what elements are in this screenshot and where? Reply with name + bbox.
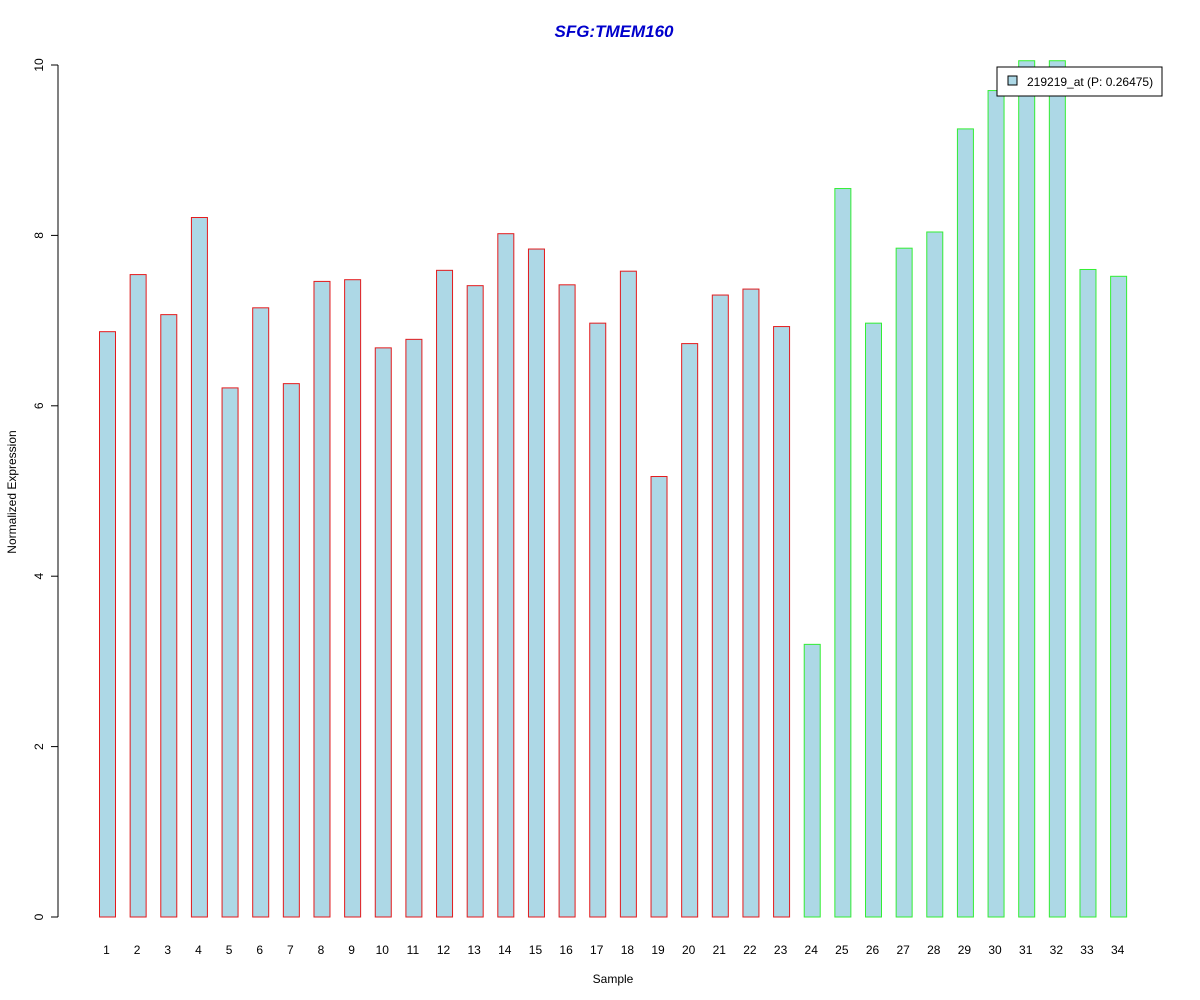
bar-sample-16 [558,284,576,918]
bar-sample-20 [681,343,699,918]
y-tick-label: 2 [32,743,46,750]
bar-sample-12 [436,269,454,918]
bar-sample-27 [895,247,913,918]
x-tick-label: 16 [559,943,573,957]
bar-sample-21 [711,294,729,918]
x-tick-label: 23 [774,943,788,957]
x-tick-label: 1 [103,943,110,957]
legend-label: 219219_at (P: 0.26475) [1027,75,1153,89]
bar-sample-32 [1048,60,1066,918]
x-tick-label: 12 [437,943,451,957]
bars-group [99,60,1128,918]
x-tick-label: 27 [896,943,910,957]
bar-sample-31 [1018,60,1036,918]
y-tick-label: 6 [32,402,46,409]
x-axis-label: Sample [593,972,634,986]
legend-box [996,66,1163,97]
x-tick-label: 2 [134,943,141,957]
bar-sample-7 [282,383,300,918]
x-tick-label: 30 [988,943,1002,957]
y-axis-label: Normalized Expression [5,430,19,553]
x-tick-label: 17 [590,943,604,957]
bar-sample-29 [956,128,974,918]
bar-sample-4 [190,217,208,918]
bar-sample-24 [803,643,821,918]
bar-sample-25 [834,188,852,918]
bar-sample-26 [865,322,882,918]
bar-sample-11 [405,338,423,918]
y-tick-label: 4 [32,573,46,580]
bar-sample-17 [589,322,607,918]
x-tick-label: 8 [318,943,325,957]
x-tick-label: 22 [743,943,757,957]
bar-sample-34 [1110,275,1128,918]
bar-sample-18 [619,270,637,918]
bar-sample-14 [497,233,515,918]
x-tick-label: 34 [1111,943,1125,957]
bar-sample-6 [252,307,270,918]
x-tick-label: 15 [529,943,543,957]
bar-sample-19 [650,476,668,918]
bar-sample-22 [742,288,760,918]
x-tick-label: 33 [1080,943,1094,957]
bar-sample-33 [1079,268,1097,918]
bar-sample-28 [926,231,944,918]
bar-sample-3 [160,314,178,918]
x-tick-label: 18 [621,943,635,957]
y-tick-label: 8 [32,232,46,239]
x-tick-label: 29 [958,943,972,957]
x-tick-label: 21 [713,943,727,957]
bar-sample-1 [99,331,116,918]
x-tick-label: 4 [195,943,202,957]
x-tick-label: 11 [407,943,420,957]
x-tick-label: 26 [866,943,880,957]
bar-sample-5 [221,387,239,918]
x-tick-label: 32 [1050,943,1064,957]
x-tick-label: 10 [376,943,390,957]
bar-sample-15 [527,248,545,918]
bar-sample-9 [344,279,362,918]
bar-sample-13 [466,285,484,918]
x-tick-label: 5 [226,943,233,957]
legend: 219219_at (P: 0.26475) [996,66,1163,97]
legend-swatch [1007,75,1018,86]
x-tick-label: 13 [468,943,482,957]
bar-sample-23 [773,326,791,918]
x-tick-label: 6 [256,943,263,957]
y-tick-label: 0 [32,913,46,920]
chart-title: SFG:TMEM160 [554,22,674,41]
bar-sample-30 [987,90,1005,918]
x-tick-label: 9 [348,943,355,957]
x-tick-label: 19 [651,943,665,957]
bar-sample-8 [313,280,331,918]
x-tick-label: 7 [287,943,294,957]
y-axis: 0 2 4 6 8 10 [32,58,59,920]
x-tick-label: 28 [927,943,941,957]
x-tick-labels: 1 2 3 4 5 6 7 8 9 10 11 12 13 14 15 16 17 18 19 20 21 22 23 24 2… [103,943,1124,957]
bar-sample-10 [374,347,392,918]
x-tick-label: 31 [1019,943,1033,957]
bar-sample-2 [129,274,147,918]
x-tick-label: 20 [682,943,696,957]
y-tick-label: 10 [32,58,46,72]
x-tick-label: 3 [164,943,171,957]
x-tick-label: 24 [805,943,819,957]
x-tick-label: 25 [835,943,849,957]
x-tick-label: 14 [498,943,512,957]
